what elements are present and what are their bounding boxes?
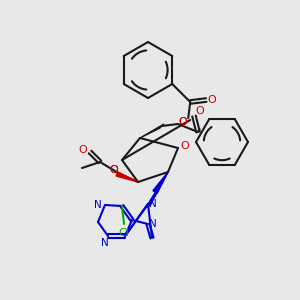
Polygon shape — [116, 172, 138, 182]
Text: O: O — [208, 95, 217, 105]
Text: Cl: Cl — [118, 228, 129, 238]
Text: O: O — [110, 165, 118, 175]
Text: O: O — [196, 106, 204, 116]
Polygon shape — [146, 172, 168, 208]
Text: O: O — [178, 117, 188, 127]
Polygon shape — [140, 124, 164, 138]
Text: O: O — [179, 117, 188, 127]
Polygon shape — [153, 172, 168, 194]
Text: O: O — [79, 145, 87, 155]
Text: N: N — [149, 219, 157, 229]
Text: N: N — [101, 238, 109, 248]
Text: O: O — [110, 165, 118, 175]
Text: N: N — [149, 199, 157, 209]
Text: O: O — [181, 141, 189, 151]
Text: N: N — [94, 200, 102, 210]
